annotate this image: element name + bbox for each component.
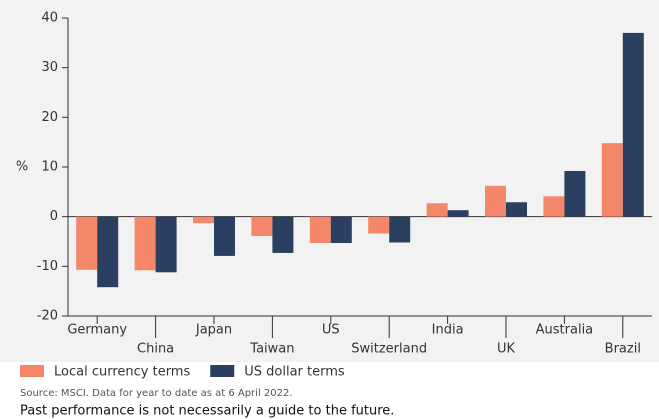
bar xyxy=(447,210,469,217)
x-tick-label: China xyxy=(137,342,174,357)
y-tick-label: -20 xyxy=(37,309,58,324)
y-tick-label: 40 xyxy=(41,11,58,26)
y-tick-label: 20 xyxy=(41,110,58,125)
bar xyxy=(214,216,235,256)
y-tick-label: 30 xyxy=(41,60,58,75)
bar xyxy=(309,216,331,243)
bar xyxy=(506,202,527,217)
footnote: Past performance is not necessarily a gu… xyxy=(20,404,394,419)
bar xyxy=(622,32,644,217)
bar xyxy=(272,216,294,253)
x-tick-label: Switzerland xyxy=(351,342,427,357)
x-tick-label: UK xyxy=(497,342,516,357)
bar xyxy=(564,170,586,217)
x-tick-label: Germany xyxy=(67,323,127,338)
bar xyxy=(485,185,506,217)
bar xyxy=(76,216,98,270)
legend-label: Local currency terms xyxy=(54,365,190,380)
bar xyxy=(155,216,177,273)
x-tick-label: Japan xyxy=(195,323,232,338)
legend-swatch xyxy=(20,365,44,377)
y-tick-label: -10 xyxy=(37,259,58,274)
y-tick-label: 0 xyxy=(50,209,58,224)
bar xyxy=(368,216,390,234)
legend-label: US dollar terms xyxy=(244,365,345,380)
x-tick-label: India xyxy=(432,323,464,338)
bar xyxy=(389,216,411,243)
bar xyxy=(193,216,214,224)
x-tick-label: Taiwan xyxy=(249,342,294,357)
bar xyxy=(543,196,565,217)
plot-background xyxy=(0,0,659,362)
bar xyxy=(134,216,156,271)
x-tick-label: Australia xyxy=(536,323,594,338)
bar xyxy=(426,203,448,217)
bar xyxy=(601,143,623,217)
legend-swatch xyxy=(210,365,235,377)
bar xyxy=(97,216,119,288)
bar xyxy=(330,216,352,243)
x-tick-label: Brazil xyxy=(605,342,641,357)
y-tick-label: 10 xyxy=(41,160,58,175)
bar xyxy=(251,216,273,237)
x-tick-label: US xyxy=(322,323,340,338)
source: Source: MSCI. Data for year to date as a… xyxy=(20,388,293,399)
y-axis-label: % xyxy=(16,160,28,175)
